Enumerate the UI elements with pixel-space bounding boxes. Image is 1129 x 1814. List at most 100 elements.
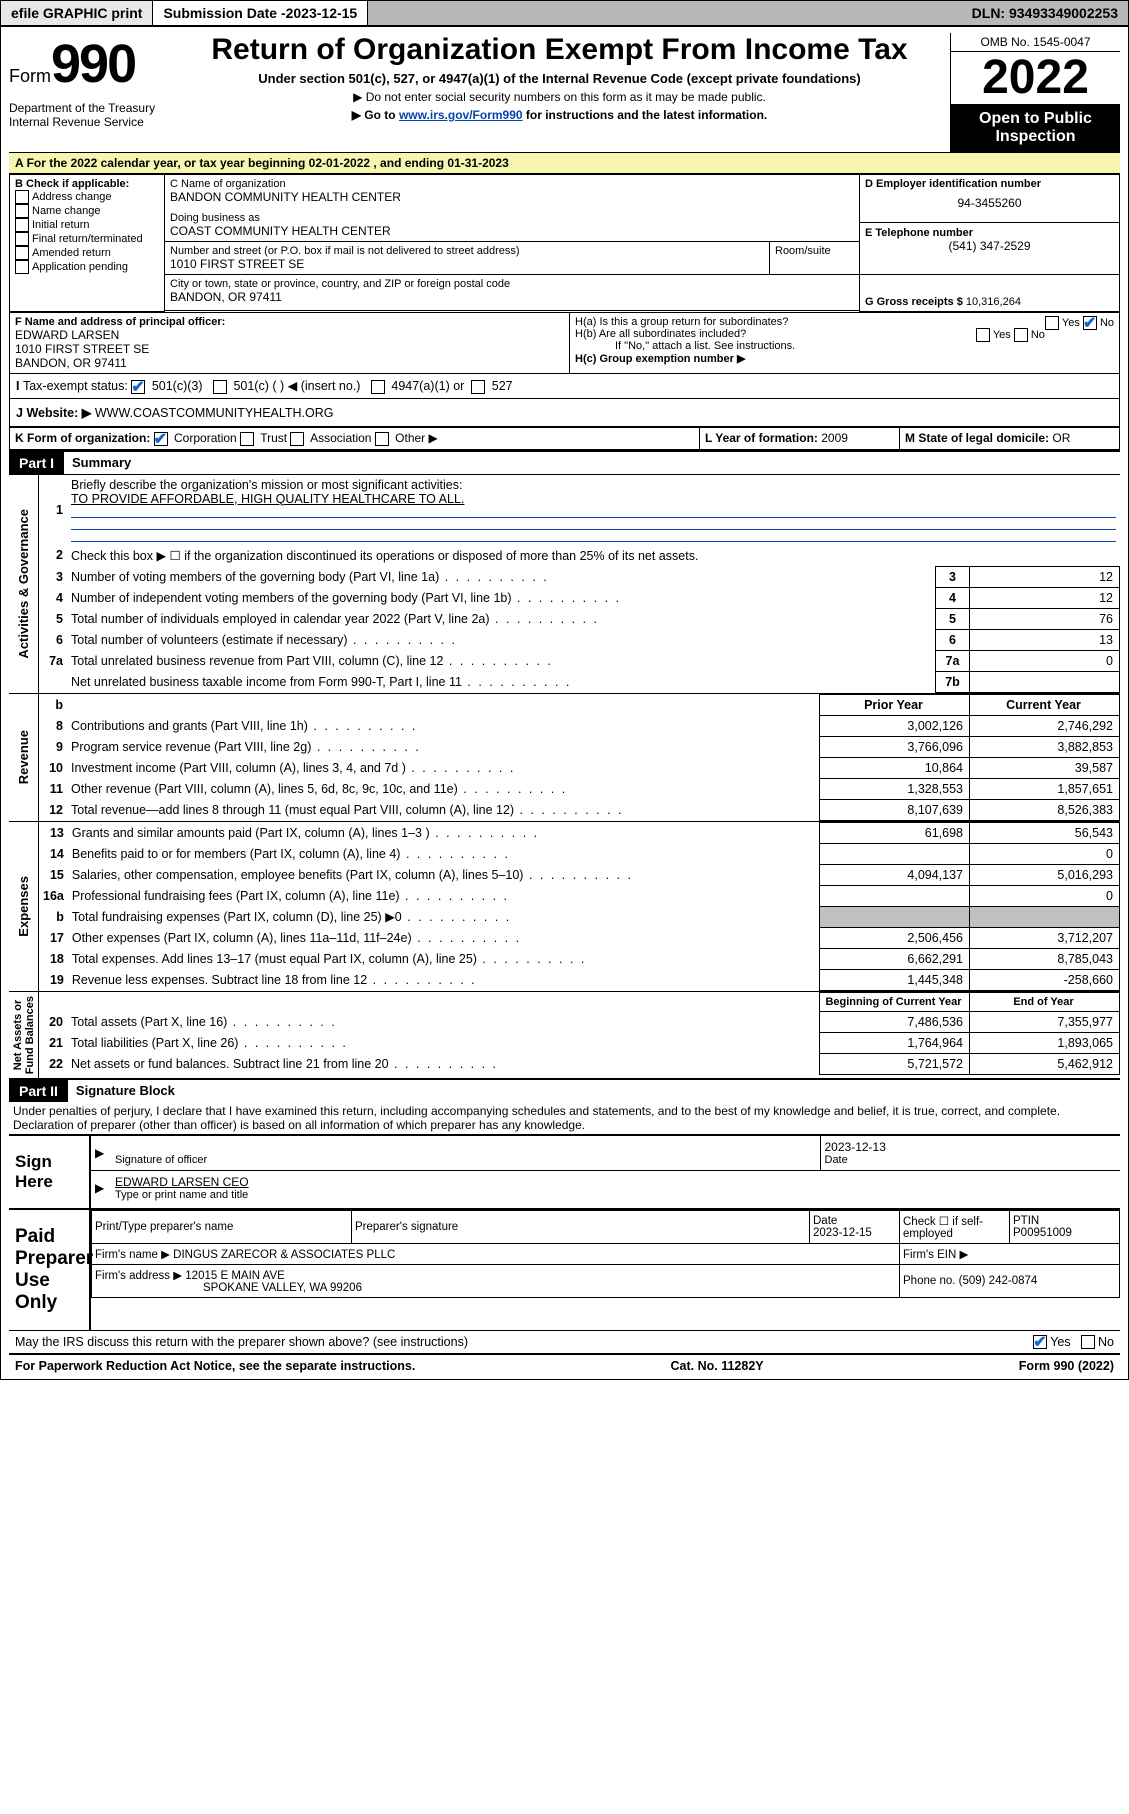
form-subtitle: Under section 501(c), 527, or 4947(a)(1)… — [175, 71, 944, 86]
checkbox-name-change[interactable] — [15, 204, 29, 218]
website-value: WWW.COASTCOMMUNITYHEALTH.ORG — [95, 406, 334, 420]
b-opt-1-label: Name change — [32, 205, 101, 217]
checkbox-ha-yes[interactable] — [1045, 316, 1059, 330]
paid-preparer-block: Paid Preparer Use Only Print/Type prepar… — [9, 1208, 1120, 1330]
checkbox-527[interactable] — [471, 380, 485, 394]
hb-no: No — [1031, 329, 1045, 341]
row-num: 15 — [39, 864, 68, 885]
e-label: E Telephone number — [865, 227, 1114, 239]
vlabel-exp: Expenses — [14, 872, 33, 941]
row-num: 8 — [39, 715, 67, 736]
row-num: 22 — [39, 1053, 67, 1074]
klm-row: K Form of organization: Corporation Trus… — [9, 427, 1120, 450]
d-label: D Employer identification number — [865, 178, 1114, 190]
b-opt-5: Application pending — [15, 260, 159, 274]
checkbox-4947a1[interactable] — [371, 380, 385, 394]
form990-link[interactable]: www.irs.gov/Form990 — [399, 108, 523, 122]
checkbox-final-return[interactable] — [15, 232, 29, 246]
k-other: Other ▶ — [395, 431, 438, 445]
submission-date-field: Submission Date - 2023-12-15 — [153, 1, 368, 25]
checkbox-amended-return[interactable] — [15, 246, 29, 260]
row-label: Total number of individuals employed in … — [67, 608, 936, 629]
row-value — [970, 671, 1120, 692]
b-label: B Check if applicable: — [15, 178, 159, 190]
hb-label: H(b) Are all subordinates included? — [575, 328, 746, 340]
i-527: 527 — [492, 379, 513, 393]
row-prior-year — [820, 906, 970, 927]
row-value: 13 — [970, 629, 1120, 650]
row-box: 3 — [936, 566, 970, 587]
col-beg-year: Beginning of Current Year — [820, 992, 970, 1011]
row-prior-year: 3,002,126 — [820, 715, 970, 736]
checkbox-initial-return[interactable] — [15, 218, 29, 232]
row-label: Total unrelated business revenue from Pa… — [67, 650, 936, 671]
b-opt-0: Address change — [15, 190, 159, 204]
omb-number: OMB No. 1545-0047 — [951, 33, 1120, 52]
m-val: OR — [1052, 431, 1070, 445]
checkbox-501c3[interactable] — [131, 380, 145, 394]
row-num — [39, 671, 67, 692]
efile-print-button[interactable]: efile GRAPHIC print — [1, 1, 153, 25]
row-label: Total expenses. Add lines 13–17 (must eq… — [68, 948, 820, 969]
checkbox-hb-yes[interactable] — [976, 328, 990, 342]
row-current-year: 1,857,651 — [970, 778, 1120, 799]
may-yes: Yes — [1050, 1335, 1070, 1349]
checkbox-501c[interactable] — [213, 380, 227, 394]
may-irs-row: May the IRS discuss this return with the… — [9, 1330, 1120, 1353]
line-a-tax-year: A For the 2022 calendar year, or tax yea… — [9, 152, 1120, 174]
row-num: 13 — [39, 822, 68, 843]
vlabel-rev: Revenue — [14, 726, 33, 788]
row-num: 19 — [39, 969, 68, 990]
ein-value: 94-3455260 — [865, 190, 1114, 216]
b-opt-3: Final return/terminated — [15, 232, 159, 246]
row-value: 0 — [970, 650, 1120, 671]
c-city-label: City or town, state or province, country… — [170, 278, 854, 290]
checkbox-application-pending[interactable] — [15, 260, 29, 274]
checkbox-association[interactable] — [290, 432, 304, 446]
row-current-year: 8,526,383 — [970, 799, 1120, 820]
checkbox-may-yes[interactable] — [1033, 1335, 1047, 1349]
checkbox-other[interactable] — [375, 432, 389, 446]
row-value: 12 — [970, 587, 1120, 608]
row-current-year: 56,543 — [970, 822, 1120, 843]
k-trust: Trust — [260, 431, 287, 445]
box-l: L Year of formation: 2009 — [700, 427, 900, 449]
row-label: Grants and similar amounts paid (Part IX… — [68, 822, 820, 843]
l-label: L Year of formation: — [705, 431, 821, 445]
checkbox-trust[interactable] — [240, 432, 254, 446]
sig-officer-label: Signature of officer — [115, 1154, 816, 1166]
row-label: Total number of volunteers (estimate if … — [67, 629, 936, 650]
g-value: 10,316,264 — [966, 296, 1021, 308]
pp-ptin: P00951009 — [1013, 1227, 1072, 1239]
form-number: 990 — [51, 34, 135, 94]
checkbox-ha-no[interactable] — [1083, 316, 1097, 330]
open-to-public-badge: Open to Public Inspection — [951, 104, 1120, 152]
row-prior-year: 1,328,553 — [820, 778, 970, 799]
header-right: OMB No. 1545-0047 2022 Open to Public In… — [950, 33, 1120, 152]
checkbox-corporation[interactable] — [154, 432, 168, 446]
form-page: Form990 Department of the Treasury Inter… — [0, 26, 1129, 1380]
may-irs-q: May the IRS discuss this return with the… — [15, 1335, 468, 1349]
row-num: 21 — [39, 1032, 67, 1053]
k-corp: Corporation — [174, 431, 237, 445]
l-val: 2009 — [821, 431, 848, 445]
checkbox-may-no[interactable] — [1081, 1335, 1095, 1349]
org-name: BANDON COMMUNITY HEALTH CENTER — [170, 190, 854, 204]
pp-phone-label: Phone no. — [903, 1275, 959, 1287]
col-prior-year: Prior Year — [820, 694, 970, 715]
form-word: Form — [9, 66, 51, 86]
col-end-year: End of Year — [970, 992, 1120, 1011]
row-num: 17 — [39, 927, 68, 948]
line-i: I Tax-exempt status: 501(c)(3) 501(c) ( … — [9, 374, 1120, 399]
part-ii-badge: Part II — [9, 1080, 68, 1102]
checkbox-hb-no[interactable] — [1014, 328, 1028, 342]
checkbox-address-change[interactable] — [15, 190, 29, 204]
top-toolbar: efile GRAPHIC print Submission Date - 20… — [0, 0, 1129, 26]
row-current-year: 3,882,853 — [970, 736, 1120, 757]
b-opt-1: Name change — [15, 204, 159, 218]
officer-name: EDWARD LARSEN — [15, 328, 564, 342]
pp-date-cell: Date2023-12-15 — [810, 1210, 900, 1243]
form-header: Form990 Department of the Treasury Inter… — [9, 33, 1120, 152]
row-prior-year: 61,698 — [820, 822, 970, 843]
f-h-table: F Name and address of principal officer:… — [9, 312, 1120, 374]
